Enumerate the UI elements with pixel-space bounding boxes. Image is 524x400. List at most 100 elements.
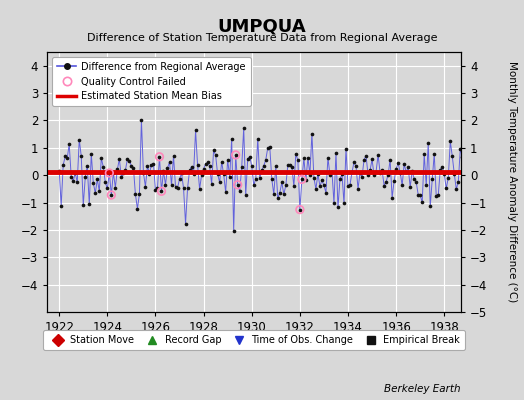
Point (201, 161, 210, 167)
Point (286, 162, 294, 168)
Point (332, 150, 340, 156)
Point (249, 182, 258, 188)
Point (189, 170, 198, 177)
Point (237, 164, 246, 171)
Point (242, 192, 250, 198)
Point (223, 157, 232, 163)
Point (210, 147, 218, 153)
Point (79, 202, 88, 208)
Point (454, 178, 463, 185)
Point (198, 172, 206, 178)
Point (280, 191, 288, 198)
Point (444, 174, 453, 181)
Point (69, 178, 78, 184)
Point (109, 169, 117, 176)
Point (145, 170, 154, 177)
Point (342, 146, 350, 152)
Point (155, 154, 163, 160)
Point (177, 170, 185, 176)
Point (312, 186, 320, 192)
Point (266, 144, 274, 150)
Point (232, 152, 240, 158)
Point (235, 188, 244, 194)
Point (81, 174, 90, 181)
Point (261, 157, 270, 163)
Point (87, 150, 95, 157)
Point (155, 154, 163, 160)
Point (380, 182, 388, 189)
Point (292, 150, 300, 157)
Point (200, 166, 208, 172)
Point (396, 169, 405, 176)
Point (65, 141, 73, 147)
Point (356, 170, 364, 176)
Point (119, 170, 127, 177)
Point (434, 192, 442, 198)
Point (185, 167, 194, 174)
Point (404, 164, 412, 171)
Point (328, 168, 336, 175)
Point (234, 182, 242, 188)
Point (217, 159, 226, 165)
Point (107, 192, 115, 198)
Point (107, 192, 115, 198)
Point (340, 200, 348, 206)
Point (406, 184, 414, 190)
Point (191, 127, 200, 134)
Point (330, 200, 338, 206)
Point (283, 162, 292, 168)
Point (83, 163, 92, 170)
Point (318, 177, 326, 184)
Point (143, 163, 151, 169)
Point (171, 184, 180, 190)
Point (358, 174, 366, 180)
Point (326, 172, 334, 178)
Point (89, 180, 97, 186)
Point (139, 170, 148, 176)
Point (230, 228, 238, 234)
Point (416, 192, 424, 198)
Legend: Difference from Regional Average, Quality Control Failed, Estimated Station Mean: Difference from Regional Average, Qualit… (52, 57, 250, 106)
Point (300, 155, 308, 162)
Point (137, 117, 146, 124)
Point (203, 159, 212, 166)
Point (105, 170, 114, 176)
Point (99, 164, 107, 170)
Point (450, 171, 458, 177)
Point (113, 166, 122, 173)
Point (414, 192, 422, 198)
Point (125, 158, 134, 164)
Point (386, 157, 395, 163)
Point (296, 206, 304, 213)
Point (322, 189, 330, 196)
Point (346, 182, 354, 188)
Point (418, 199, 427, 206)
Point (105, 170, 114, 176)
Point (91, 190, 100, 196)
Point (247, 163, 256, 169)
Point (372, 168, 380, 175)
Point (440, 171, 449, 178)
Point (394, 160, 402, 166)
Text: Difference of Station Temperature Data from Regional Average: Difference of Station Temperature Data f… (87, 33, 437, 43)
Point (426, 203, 434, 210)
Point (400, 161, 408, 167)
Point (208, 181, 216, 187)
Point (388, 194, 396, 201)
Point (288, 164, 296, 170)
Point (161, 182, 170, 188)
Point (234, 182, 242, 188)
Text: UMPQUA: UMPQUA (217, 17, 307, 35)
Point (398, 182, 406, 188)
Point (276, 189, 284, 196)
Point (121, 167, 129, 174)
Point (271, 163, 280, 170)
Point (135, 191, 144, 197)
Point (77, 153, 85, 160)
Point (67, 174, 75, 180)
Point (232, 152, 240, 158)
Point (195, 186, 204, 192)
Point (448, 153, 456, 160)
Point (157, 188, 166, 194)
Point (123, 156, 132, 162)
